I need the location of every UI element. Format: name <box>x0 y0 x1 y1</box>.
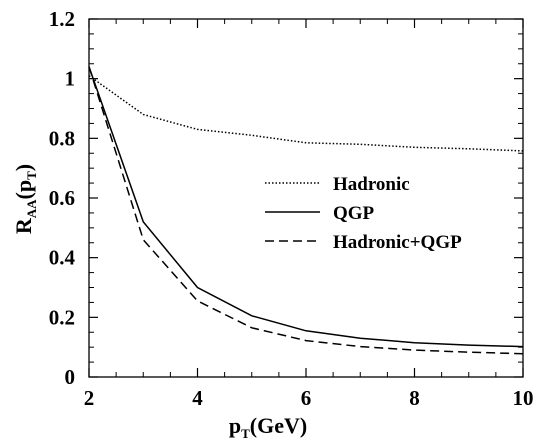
y-axis-title-close: ) <box>11 164 36 171</box>
x-axis-title-rest: (GeV) <box>250 413 307 438</box>
x-tick-label: 10 <box>513 386 534 410</box>
x-tick-label: 4 <box>192 386 203 410</box>
series-group <box>88 66 524 355</box>
legend-label: Hadronic <box>333 174 410 195</box>
legend-label: QGP <box>333 203 375 224</box>
x-tick-label: 6 <box>301 386 312 410</box>
y-tick-label: 0 <box>65 365 76 389</box>
tick-labels: 2 4 6 8 10 0 0.2 0.4 0.6 0.8 1 1.2 <box>49 7 534 410</box>
y-tick-label: 0.6 <box>49 186 75 210</box>
y-axis-title: RAA(pT) <box>11 164 39 234</box>
y-tick-label: 1.2 <box>49 7 75 31</box>
legend: Hadronic QGP Hadronic+QGP <box>265 174 462 253</box>
series-line-dashed <box>88 66 524 355</box>
y-tick-label: 0.2 <box>49 305 75 329</box>
plot-frame <box>88 18 524 378</box>
y-tick-label: 0.8 <box>49 126 75 150</box>
y-tick-label: 0.4 <box>49 246 76 270</box>
y-axis-title-open: (p <box>11 180 36 200</box>
axis-ticks <box>88 18 524 378</box>
x-axis-title-main: p <box>229 413 241 438</box>
x-axis-title-subscript: T <box>241 426 250 439</box>
y-tick-label: 1 <box>65 67 76 91</box>
x-tick-label: 2 <box>84 386 95 410</box>
y-axis-title-subscript-2: T <box>24 171 39 180</box>
series-line-solid <box>88 66 524 348</box>
x-axis-title: pT(GeV) <box>229 413 307 439</box>
x-tick-label: 8 <box>409 386 420 410</box>
y-axis-title-subscript: AA <box>24 199 39 218</box>
legend-label: Hadronic+QGP <box>333 232 462 253</box>
series-line-dotted <box>88 75 524 152</box>
y-axis-title-main: R <box>11 217 36 234</box>
